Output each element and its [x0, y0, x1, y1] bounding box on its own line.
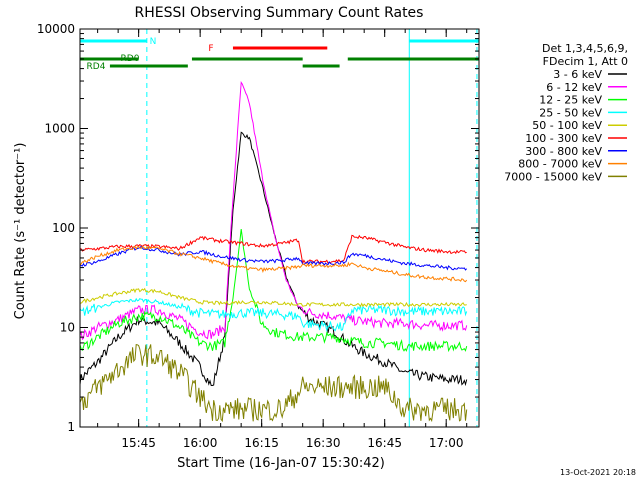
- legend-label: 100 - 300 keV: [525, 132, 602, 145]
- x-tick-label: 15:45: [121, 436, 156, 450]
- legend-label: 7000 - 15000 keV: [504, 170, 602, 183]
- legend: Det 1,3,4,5,6,9, FDecim 1, Att 0 3 - 6 k…: [504, 42, 628, 183]
- x-tick-label: 16:45: [367, 436, 402, 450]
- legend-label: 6 - 12 keV: [546, 81, 602, 94]
- chart-title: RHESSI Observing Summary Count Rates: [135, 5, 424, 21]
- state-bars: N F RD0 RD4: [80, 37, 479, 72]
- axes: 15:45 16:00 16:15 16:30 16:45 17:00 1 10 100 1000…: [37, 22, 479, 450]
- legend-label: 800 - 7000 keV: [518, 158, 602, 171]
- series-line-50-100-kev: [80, 287, 467, 308]
- y-tick-label: 10000: [37, 22, 75, 36]
- series-line-800-7000-kev: [80, 245, 468, 283]
- state-label-rd4: RD4: [87, 62, 106, 72]
- legend-header-line-2: FDecim 1, Att 0: [543, 55, 628, 68]
- y-tick-label: 100: [52, 221, 75, 235]
- x-tick-label: 16:15: [244, 436, 279, 450]
- state-label-rd0: RD0: [121, 54, 140, 64]
- x-tick-label: 17:00: [429, 436, 464, 450]
- x-axis-label: Start Time (16-Jan-07 15:30:42): [177, 456, 385, 471]
- legend-label: 50 - 100 keV: [532, 119, 602, 132]
- series-line-7000-15000-kev: [80, 344, 468, 423]
- state-label-f: F: [208, 44, 213, 54]
- series-line-12-25-kev: [80, 229, 468, 353]
- state-label-n: N: [150, 37, 157, 47]
- footer-date: 13-Oct-2021 20:18: [560, 468, 636, 477]
- series-line-100-300-kev: [80, 234, 467, 266]
- x-tick-label: 16:00: [183, 436, 218, 450]
- y-tick-label: 1000: [44, 122, 75, 136]
- y-axis-label: Count Rate (s⁻¹ detector⁻¹): [13, 143, 28, 320]
- legend-label: 3 - 6 keV: [553, 68, 602, 81]
- y-tick-label: 1: [67, 420, 75, 434]
- legend-label: 25 - 50 keV: [539, 106, 602, 119]
- x-tick-label: 16:30: [306, 436, 341, 450]
- legend-label: 300 - 800 keV: [525, 145, 602, 158]
- series-line-6-12-kev: [80, 81, 468, 341]
- legend-header-line-1: Det 1,3,4,5,6,9,: [542, 42, 628, 55]
- series-line-25-50-kev: [80, 297, 468, 333]
- y-tick-label: 10: [60, 321, 75, 335]
- series-line-300-800-kev: [80, 245, 468, 271]
- legend-label: 12 - 25 keV: [539, 94, 602, 107]
